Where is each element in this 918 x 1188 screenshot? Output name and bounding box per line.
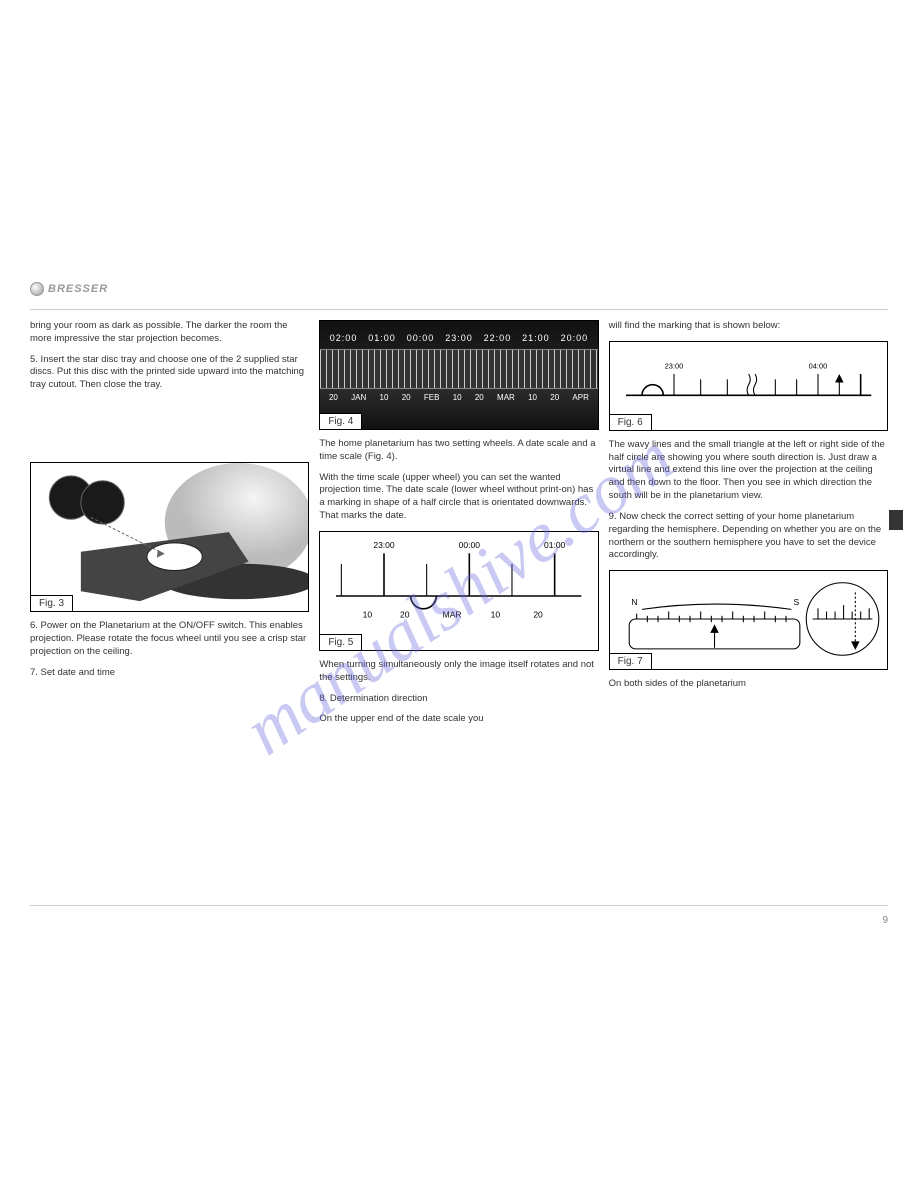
svg-text:23:00: 23:00 [664, 361, 683, 370]
header-divider: BRESSER [30, 280, 888, 310]
svg-text:10: 10 [491, 609, 501, 619]
body-text: 6. Power on the Planetarium at the ON/OF… [30, 620, 309, 658]
column-2: 02:00 01:00 00:00 23:00 22:00 21:00 20:0… [319, 320, 598, 898]
svg-text:S: S [793, 597, 799, 607]
figure-7: N S Fig. 7 [609, 570, 888, 670]
dial-date: FEB [424, 393, 440, 402]
dial-time: 00:00 [407, 333, 435, 343]
dial-time: 21:00 [522, 333, 550, 343]
svg-text:00:00: 00:00 [459, 540, 481, 550]
dial-date: 10 [453, 393, 462, 402]
body-text: 5. Insert the star disc tray and choose … [30, 354, 309, 392]
column-1: bring your room as dark as possible. The… [30, 320, 309, 898]
body-text: On the upper end of the date scale you [319, 713, 598, 726]
body-text: will find the marking that is shown belo… [609, 320, 888, 333]
dial-date: 20 [402, 393, 411, 402]
svg-text:04:00: 04:00 [808, 361, 827, 370]
dial-time: 01:00 [368, 333, 396, 343]
dial-date: 20 [550, 393, 559, 402]
dial-date: APR [572, 393, 588, 402]
figure-label: Fig. 6 [609, 414, 652, 431]
figure-label: Fig. 4 [319, 413, 362, 430]
body-text: 8. Determination direction [319, 693, 598, 706]
figure-5: 23:00 00:00 01:00 10 20 MAR 10 20 Fig. 5 [319, 531, 598, 651]
svg-text:MAR: MAR [443, 609, 462, 619]
svg-text:20: 20 [534, 609, 544, 619]
dial-time: 22:00 [484, 333, 512, 343]
page-content: bring your room as dark as possible. The… [30, 320, 888, 898]
dial-date: 10 [380, 393, 389, 402]
figure-label: Fig. 5 [319, 634, 362, 651]
svg-text:01:00: 01:00 [544, 540, 566, 550]
dial-date: JAN [351, 393, 366, 402]
figure-4: 02:00 01:00 00:00 23:00 22:00 21:00 20:0… [319, 320, 598, 430]
body-text: bring your room as dark as possible. The… [30, 320, 309, 346]
dial-date: 10 [528, 393, 537, 402]
svg-text:20: 20 [400, 609, 410, 619]
svg-text:N: N [631, 597, 637, 607]
logo-icon [30, 282, 44, 296]
body-text: When turning simultaneously only the ima… [319, 659, 598, 685]
body-text: The wavy lines and the small triangle at… [609, 439, 888, 503]
body-text: On both sides of the planetarium [609, 678, 888, 691]
dial-date-scale: 20 JAN 10 20 FEB 10 20 MAR 10 20 APR [320, 393, 597, 402]
logo-text: BRESSER [48, 283, 108, 295]
svg-text:23:00: 23:00 [374, 540, 396, 550]
figure-6: 23:00 04:00 Fig. 6 [609, 341, 888, 431]
body-text: The home planetarium has two setting whe… [319, 438, 598, 464]
language-tab [889, 510, 903, 530]
footer-divider [30, 905, 888, 906]
figure-label: Fig. 7 [609, 653, 652, 670]
dial-date: 20 [329, 393, 338, 402]
body-text: 9. Now check the correct setting of your… [609, 511, 888, 562]
dial-date: 20 [475, 393, 484, 402]
scale-diagram: 23:00 00:00 01:00 10 20 MAR 10 20 [320, 532, 597, 649]
body-text: With the time scale (upper wheel) you ca… [319, 472, 598, 523]
figure-3: Fig. 3 [30, 462, 309, 612]
dial-date: MAR [497, 393, 515, 402]
planetarium-illustration [31, 463, 308, 611]
column-3: will find the marking that is shown belo… [609, 320, 888, 898]
dial-time: 23:00 [445, 333, 473, 343]
dial-time-scale: 02:00 01:00 00:00 23:00 22:00 21:00 20:0… [320, 333, 597, 343]
dial-ticks [320, 349, 597, 389]
body-text: 7. Set date and time [30, 667, 309, 680]
dial-time: 02:00 [330, 333, 358, 343]
figure-label: Fig. 3 [30, 595, 73, 612]
dial-time: 20:00 [561, 333, 589, 343]
svg-text:10: 10 [363, 609, 373, 619]
brand-logo: BRESSER [30, 282, 108, 296]
page-number: 9 [882, 915, 888, 926]
